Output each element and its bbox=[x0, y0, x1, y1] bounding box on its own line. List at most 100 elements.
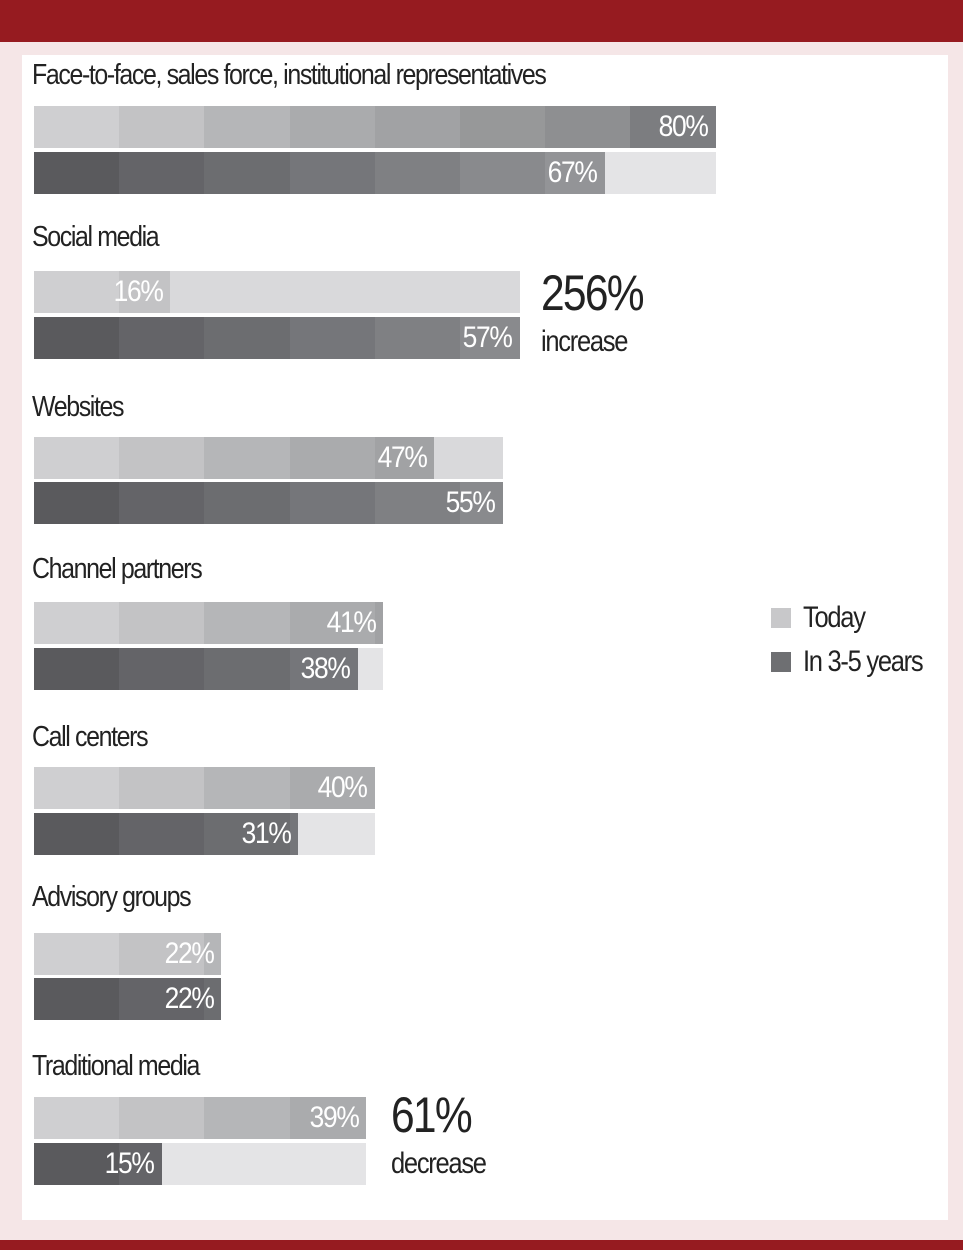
bar-segment bbox=[204, 317, 290, 359]
bar-segment bbox=[204, 813, 290, 855]
bar-segment bbox=[119, 1097, 205, 1139]
value-label: 22% bbox=[164, 982, 215, 1015]
bar-segment bbox=[204, 933, 222, 975]
bar-today: 41% bbox=[34, 602, 384, 644]
bar-segment bbox=[374, 106, 460, 148]
value-label: 31% bbox=[241, 817, 291, 850]
bar-remainder bbox=[161, 1143, 205, 1185]
bar-future: 55% bbox=[34, 482, 503, 524]
bar-segment bbox=[204, 978, 222, 1020]
bar-segment bbox=[119, 437, 205, 479]
bar-segment bbox=[204, 482, 290, 524]
category-label: Social media bbox=[32, 221, 160, 253]
bar-segment bbox=[289, 602, 375, 644]
value-label: 67% bbox=[547, 156, 598, 189]
bar-segment bbox=[119, 106, 205, 148]
category-label: Call centers bbox=[32, 721, 149, 753]
bar-today: 39% bbox=[34, 1097, 367, 1139]
category-label: Face-to-face, sales force, institutional… bbox=[32, 59, 547, 91]
bar-remainder bbox=[374, 648, 384, 690]
bar-segment bbox=[34, 106, 120, 148]
bar-segment bbox=[119, 602, 205, 644]
bar-segment bbox=[34, 767, 120, 809]
bar-future: 57% bbox=[34, 317, 520, 359]
value-label: 40% bbox=[317, 771, 368, 804]
bar-segment bbox=[34, 317, 120, 359]
bar-segment bbox=[204, 767, 290, 809]
bar-segment bbox=[34, 602, 120, 644]
bar-segment bbox=[119, 317, 205, 359]
bar-remainder bbox=[357, 648, 375, 690]
category-label: Channel partners bbox=[32, 553, 203, 585]
bar-segment bbox=[289, 152, 375, 194]
bar-segment bbox=[374, 317, 460, 359]
bar-remainder bbox=[460, 271, 520, 313]
bar-today: 80% bbox=[34, 106, 716, 148]
value-label: 55% bbox=[445, 486, 496, 519]
value-label: 80% bbox=[658, 110, 709, 143]
bar-segment bbox=[289, 106, 375, 148]
bar-segment bbox=[289, 437, 375, 479]
value-label: 41% bbox=[326, 606, 376, 639]
value-label: 47% bbox=[377, 441, 428, 474]
bar-segment bbox=[119, 933, 205, 975]
bar-segment bbox=[374, 482, 460, 524]
bar-segment bbox=[289, 482, 375, 524]
bar-remainder bbox=[434, 437, 460, 479]
bar-remainder bbox=[374, 271, 460, 313]
bar-segment bbox=[460, 482, 503, 524]
bar-today: 47% bbox=[34, 437, 503, 479]
bar-remainder bbox=[204, 1143, 290, 1185]
bar-segment bbox=[374, 602, 384, 644]
legend-label-future: In 3-5 years bbox=[803, 645, 924, 678]
bar-remainder bbox=[460, 437, 503, 479]
bar-segment bbox=[34, 482, 120, 524]
bar-segment bbox=[34, 933, 120, 975]
bar-segment bbox=[289, 1097, 367, 1139]
bar-segment bbox=[460, 152, 546, 194]
bar-segment bbox=[34, 1143, 120, 1185]
bar-segment bbox=[34, 271, 120, 313]
bar-segment bbox=[545, 106, 631, 148]
bar-segment bbox=[34, 437, 120, 479]
bar-segment bbox=[204, 1097, 290, 1139]
value-label: 16% bbox=[113, 275, 163, 308]
bar-segment bbox=[204, 152, 290, 194]
bar-segment bbox=[204, 648, 290, 690]
bar-segment bbox=[204, 437, 290, 479]
bar-future: 38% bbox=[34, 648, 384, 690]
bar-segment bbox=[204, 106, 290, 148]
bar-segment bbox=[460, 106, 546, 148]
bar-segment bbox=[119, 648, 205, 690]
bar-segment bbox=[204, 602, 290, 644]
bar-future: 15% bbox=[34, 1143, 367, 1185]
bar-future: 67% bbox=[34, 152, 716, 194]
bar-segment bbox=[374, 437, 435, 479]
bar-today: 40% bbox=[34, 767, 375, 809]
change-value: 61% bbox=[391, 1087, 473, 1143]
legend-swatch-today bbox=[771, 608, 791, 628]
value-label: 57% bbox=[462, 321, 513, 354]
bar-segment bbox=[119, 767, 205, 809]
bar-remainder bbox=[170, 271, 205, 313]
bar-segment bbox=[289, 317, 375, 359]
legend-swatch-future bbox=[771, 652, 791, 672]
bar-remainder bbox=[298, 813, 375, 855]
change-value: 256% bbox=[541, 265, 645, 321]
bar-segment bbox=[119, 482, 205, 524]
category-label: Advisory groups bbox=[32, 881, 192, 913]
bar-segment bbox=[119, 813, 205, 855]
change-text: decrease bbox=[391, 1147, 487, 1180]
bar-segment bbox=[460, 317, 520, 359]
bar-future: 22% bbox=[34, 978, 222, 1020]
bar-remainder bbox=[604, 152, 631, 194]
value-label: 22% bbox=[164, 937, 215, 970]
value-label: 39% bbox=[309, 1101, 359, 1134]
change-text: increase bbox=[541, 325, 628, 358]
value-label: 38% bbox=[300, 652, 351, 685]
bar-segment bbox=[34, 1097, 120, 1139]
bar-remainder bbox=[630, 152, 716, 194]
bar-remainder bbox=[204, 271, 290, 313]
category-label: Websites bbox=[32, 391, 124, 423]
bar-today: 16% bbox=[34, 271, 520, 313]
